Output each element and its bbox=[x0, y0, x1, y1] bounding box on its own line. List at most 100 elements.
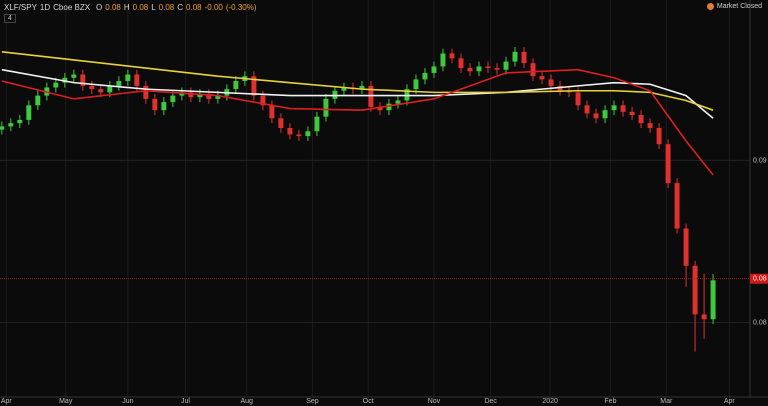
candle-body bbox=[71, 74, 77, 78]
candle-body bbox=[620, 105, 626, 112]
candle-body bbox=[701, 314, 707, 320]
candle-body bbox=[386, 103, 392, 111]
candle-body bbox=[521, 51, 527, 64]
candle-body bbox=[467, 68, 473, 72]
candle-body bbox=[710, 280, 716, 320]
candle-body bbox=[539, 76, 545, 80]
candle-body bbox=[557, 85, 563, 91]
candle-body bbox=[377, 106, 383, 111]
candle-body bbox=[197, 93, 203, 98]
candle-body bbox=[296, 134, 302, 137]
x-tick-label: Apr bbox=[724, 398, 736, 405]
moving-average bbox=[1, 51, 714, 111]
candle-body bbox=[683, 228, 689, 266]
x-tick-label: Sep bbox=[306, 398, 319, 405]
x-tick-label: 2020 bbox=[542, 398, 558, 405]
candle-body bbox=[359, 85, 365, 90]
candle-body bbox=[305, 131, 311, 137]
candle-body bbox=[314, 116, 320, 132]
candle-body bbox=[206, 93, 212, 99]
candle-body bbox=[278, 118, 284, 129]
candle-body bbox=[152, 98, 158, 111]
change: -0.00 bbox=[204, 3, 223, 12]
candle-body bbox=[674, 183, 680, 229]
candle-body bbox=[0, 126, 5, 130]
x-tick-label: Nov bbox=[428, 398, 441, 405]
moving-average bbox=[1, 68, 714, 176]
moving-average bbox=[1, 68, 714, 119]
candle-body bbox=[134, 74, 140, 86]
candle-body bbox=[404, 89, 410, 101]
candle-body bbox=[251, 76, 257, 96]
ohlc-value: 0.08 bbox=[132, 3, 149, 12]
ohlc-key: C bbox=[177, 3, 184, 12]
collapse-button[interactable]: 4 bbox=[4, 14, 16, 23]
y-tick-label: 0.08 bbox=[753, 319, 767, 326]
candle-body bbox=[368, 85, 374, 107]
candle-body bbox=[503, 61, 509, 70]
ohlc-key: O bbox=[96, 3, 103, 12]
candle-body bbox=[269, 105, 275, 119]
candle-body bbox=[287, 128, 293, 135]
candle-body bbox=[692, 265, 698, 315]
candle-body bbox=[638, 115, 644, 124]
candle-body bbox=[26, 105, 32, 120]
x-tick-label: Feb bbox=[604, 398, 616, 405]
candle-body bbox=[17, 119, 23, 124]
candle-body bbox=[413, 79, 419, 90]
candle-body bbox=[512, 51, 518, 62]
candle-body bbox=[107, 85, 113, 93]
candle-body bbox=[80, 74, 86, 86]
candle-body bbox=[8, 123, 14, 127]
status-text: Market Closed bbox=[716, 3, 762, 10]
candle-body bbox=[476, 66, 482, 72]
candle-body bbox=[98, 89, 104, 93]
ohlc-key: L bbox=[151, 3, 156, 12]
candle-body bbox=[458, 58, 464, 69]
candle-body bbox=[593, 113, 599, 119]
market-status: Market Closed bbox=[706, 3, 762, 10]
candle-body bbox=[332, 90, 338, 99]
candle-body bbox=[584, 105, 590, 114]
candle-body bbox=[215, 95, 221, 99]
ohlc-value: 0.08 bbox=[158, 3, 175, 12]
candle-body bbox=[548, 79, 554, 86]
candle-body bbox=[53, 82, 59, 88]
candle-body bbox=[179, 92, 185, 96]
ohlc-value: 0.08 bbox=[186, 3, 202, 12]
candle-body bbox=[530, 63, 536, 77]
candle-body bbox=[656, 128, 662, 145]
candle-body bbox=[629, 111, 635, 116]
candle-body bbox=[575, 92, 581, 106]
candle-body bbox=[494, 68, 500, 70]
symbol: XLF/SPY bbox=[4, 3, 37, 12]
candle-body bbox=[116, 81, 122, 86]
candle-body bbox=[449, 53, 455, 59]
candle-body bbox=[233, 81, 239, 90]
candle-body bbox=[647, 123, 653, 129]
exchange: Cboe BZX bbox=[53, 3, 91, 12]
candle-body bbox=[170, 95, 176, 103]
candle-body bbox=[665, 144, 671, 184]
candle-body bbox=[395, 100, 401, 104]
candle-body bbox=[485, 66, 491, 69]
candle-body bbox=[35, 95, 41, 106]
status-dot bbox=[706, 3, 714, 10]
candle-body bbox=[125, 74, 131, 82]
candle-body bbox=[89, 85, 95, 90]
x-tick-label: Apr bbox=[1, 398, 13, 405]
candle-body bbox=[188, 92, 194, 98]
candle-body bbox=[431, 66, 437, 73]
x-tick-label: Aug bbox=[240, 398, 253, 405]
candle-body bbox=[341, 87, 347, 91]
candle-body bbox=[611, 105, 617, 111]
x-tick-label: Oct bbox=[363, 398, 374, 405]
last-price-badge bbox=[750, 273, 768, 284]
x-tick-label: Dec bbox=[484, 398, 497, 405]
candle-body bbox=[602, 110, 608, 119]
candle-body bbox=[422, 72, 428, 80]
ohlc-key: H bbox=[123, 3, 130, 12]
